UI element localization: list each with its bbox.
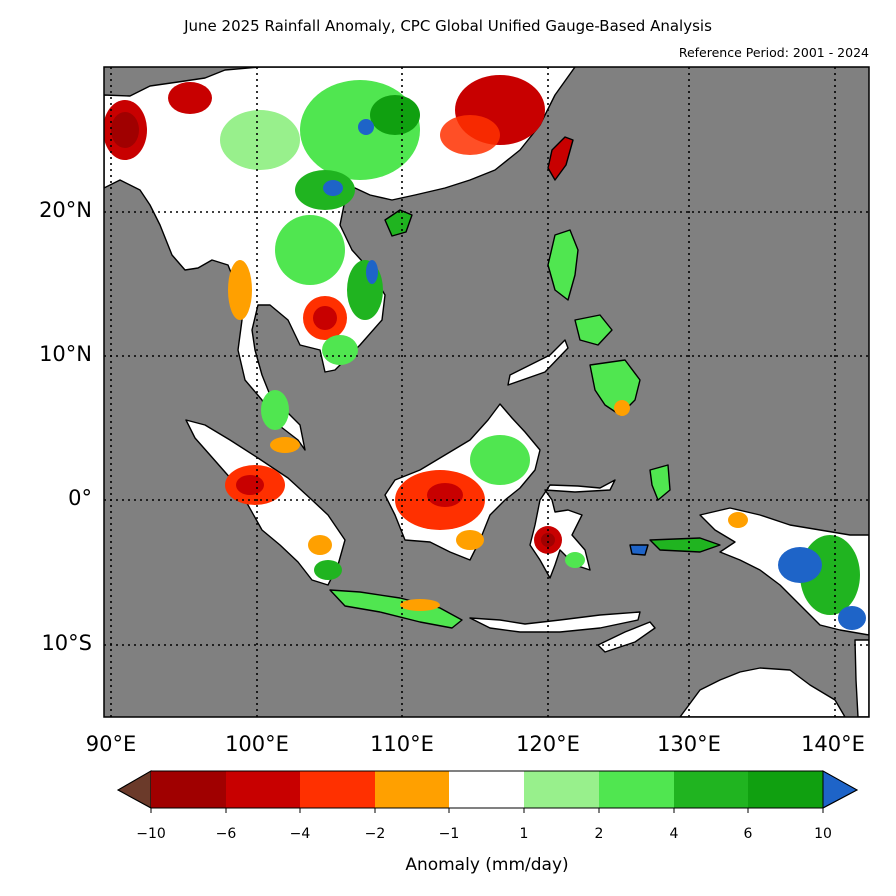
dry-patch-sumatra-south (308, 535, 332, 555)
lat-label-20n: 20°N (39, 198, 92, 222)
lon-label-130e: 130°E (657, 732, 721, 756)
very-wet-patch-china (358, 119, 374, 135)
australia-land (679, 667, 846, 717)
lesser-sunda-islands (469, 611, 641, 633)
dry-patch-south-china-outer (440, 115, 500, 155)
colorbar-tick-marks (150, 808, 824, 813)
dry-patch-sulawesi-inner (541, 533, 555, 547)
timor-island (597, 621, 656, 653)
wet-patch-sumatra-south (314, 560, 342, 580)
java-island (329, 589, 463, 629)
halmahera-island (649, 464, 671, 501)
graticule (104, 67, 869, 717)
lat-label-10s: 10°S (41, 631, 92, 655)
dry-patch-myanmar-north-inner (111, 112, 139, 148)
wet-patch-sulawesi (565, 552, 585, 568)
palawan-island (507, 339, 569, 386)
colorbar-over-arrow (822, 770, 859, 809)
very-wet-patch-new-guinea (778, 547, 822, 583)
colorbar-bin-1 (151, 771, 226, 808)
map-frame (103, 66, 870, 718)
lon-label-90e: 90°E (85, 732, 137, 756)
dry-patch-new-guinea-west (728, 512, 748, 528)
colorbar-title: Anomaly (mm/day) (405, 855, 569, 875)
lon-label-100e: 100°E (225, 732, 289, 756)
colorbar-tick-label: 6 (743, 826, 753, 842)
colorbar-tick-label: 2 (594, 826, 604, 842)
luzon-island (547, 229, 579, 301)
very-wet-patch-vietnam-coast (366, 260, 378, 284)
taiwan-island (547, 136, 574, 181)
colorbar-bin-5 (449, 771, 524, 808)
wet-patch-borneo-east (470, 435, 530, 485)
colorbar-bin-2 (226, 771, 300, 808)
dry-patch-tibet (168, 82, 212, 114)
wet-patch-malay-peninsula (261, 390, 289, 430)
colorbar-tick-label: −10 (136, 826, 166, 842)
dry-patch-borneo-south (456, 530, 484, 550)
colorbar-tick-label: −1 (438, 826, 460, 842)
colorbar-tick-label: −6 (215, 826, 237, 842)
dry-patch-myanmar-south (228, 260, 252, 320)
very-wet-patch-vietnam (323, 180, 343, 196)
colorbar-bin-3 (300, 771, 375, 808)
colorbar-under-arrow (116, 770, 152, 809)
cape-york (854, 639, 869, 717)
colorbar-bin-6 (524, 771, 599, 808)
reference-period: Reference Period: 2001 - 2024 (678, 45, 869, 60)
wet-patch-java-west (400, 599, 440, 611)
colorbar-bin-4 (375, 771, 449, 808)
wet-patch-yunnan (220, 110, 300, 170)
anomaly-patches (104, 75, 866, 630)
colorbar-tick-label: 1 (519, 826, 529, 842)
dry-patch-thailand-inner (313, 306, 337, 330)
lon-label-110e: 110°E (370, 732, 434, 756)
colorbar-bin-8 (674, 771, 748, 808)
seram-island (649, 537, 721, 553)
very-wet-patch-new-guinea-south (838, 606, 866, 630)
wet-patch-cambodia (322, 335, 358, 365)
dry-patch-borneo-inner (427, 483, 463, 507)
colorbar (116, 770, 859, 813)
dry-patch-sumatra-inner (236, 475, 264, 495)
lon-label-120e: 120°E (516, 732, 580, 756)
colorbar-tick-label: 4 (669, 826, 679, 842)
colorbar-tick-label: −4 (289, 826, 311, 842)
colorbar-bin-9 (748, 771, 823, 808)
lat-label-0: 0° (68, 486, 92, 510)
colorbar-tick-label: −2 (364, 826, 386, 842)
colorbar-bin-7 (599, 771, 674, 808)
colorbar-tick-label: 10 (814, 826, 832, 842)
lon-label-140e: 140°E (801, 732, 865, 756)
wet-patch-china-center (370, 95, 420, 135)
hainan-island (384, 209, 413, 237)
lat-label-10n: 10°N (39, 342, 92, 366)
wet-patch-laos (275, 215, 345, 285)
map-title: June 2025 Rainfall Anomaly, CPC Global U… (184, 17, 712, 35)
dry-patch-mindanao (614, 400, 630, 416)
buru-island (629, 544, 649, 556)
visayas-islands (574, 314, 613, 346)
dry-patch-malay (270, 437, 300, 453)
